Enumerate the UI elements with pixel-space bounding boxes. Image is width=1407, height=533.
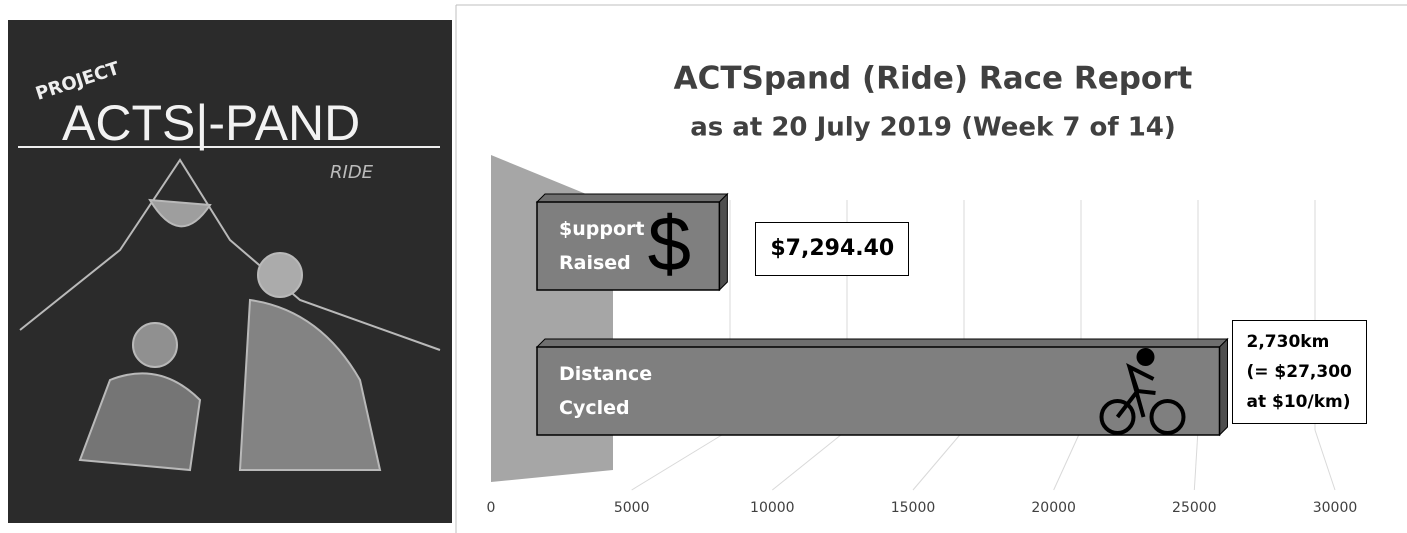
bike-head	[1139, 350, 1153, 364]
grid-line	[1054, 430, 1081, 490]
grid-line	[772, 430, 847, 490]
grid-line	[632, 430, 730, 490]
bar-top	[537, 339, 1228, 347]
bar-icon: $	[648, 200, 691, 288]
x-tick-label: 0	[487, 500, 496, 516]
value-label: $7,294.40	[755, 222, 909, 276]
canvas: PROJECT ACTS|-PAND RIDE ACTSpand (Ride) …	[0, 0, 1407, 533]
x-tick-label: 25000	[1172, 500, 1217, 516]
x-tick-label: 15000	[891, 500, 936, 516]
chart-subtitle: as at 20 July 2019 (Week 7 of 14)	[690, 113, 1176, 143]
bar-side	[719, 194, 727, 290]
category-label: $upport Raised	[559, 212, 644, 280]
grid-line	[913, 430, 964, 490]
bar-side	[1220, 339, 1228, 435]
poster-title: ACTS|-PAND	[62, 95, 360, 151]
chart-title: ACTSpand (Ride) Race Report	[674, 61, 1193, 97]
x-tick-label: 20000	[1031, 500, 1076, 516]
x-tick-label: 30000	[1313, 500, 1358, 516]
x-tick-label: 10000	[750, 500, 795, 516]
x-tick-label: 5000	[614, 500, 650, 516]
category-label: Distance Cycled	[559, 357, 652, 425]
page: PROJECT ACTS|-PAND RIDE ACTSpand (Ride) …	[0, 0, 1407, 533]
bar-top	[537, 194, 727, 202]
grid-line	[1194, 430, 1198, 490]
grid-line	[1315, 430, 1335, 490]
poster-subtitle: RIDE	[330, 162, 374, 183]
value-label: 2,730km (= $27,300 at $10/km)	[1232, 320, 1367, 424]
